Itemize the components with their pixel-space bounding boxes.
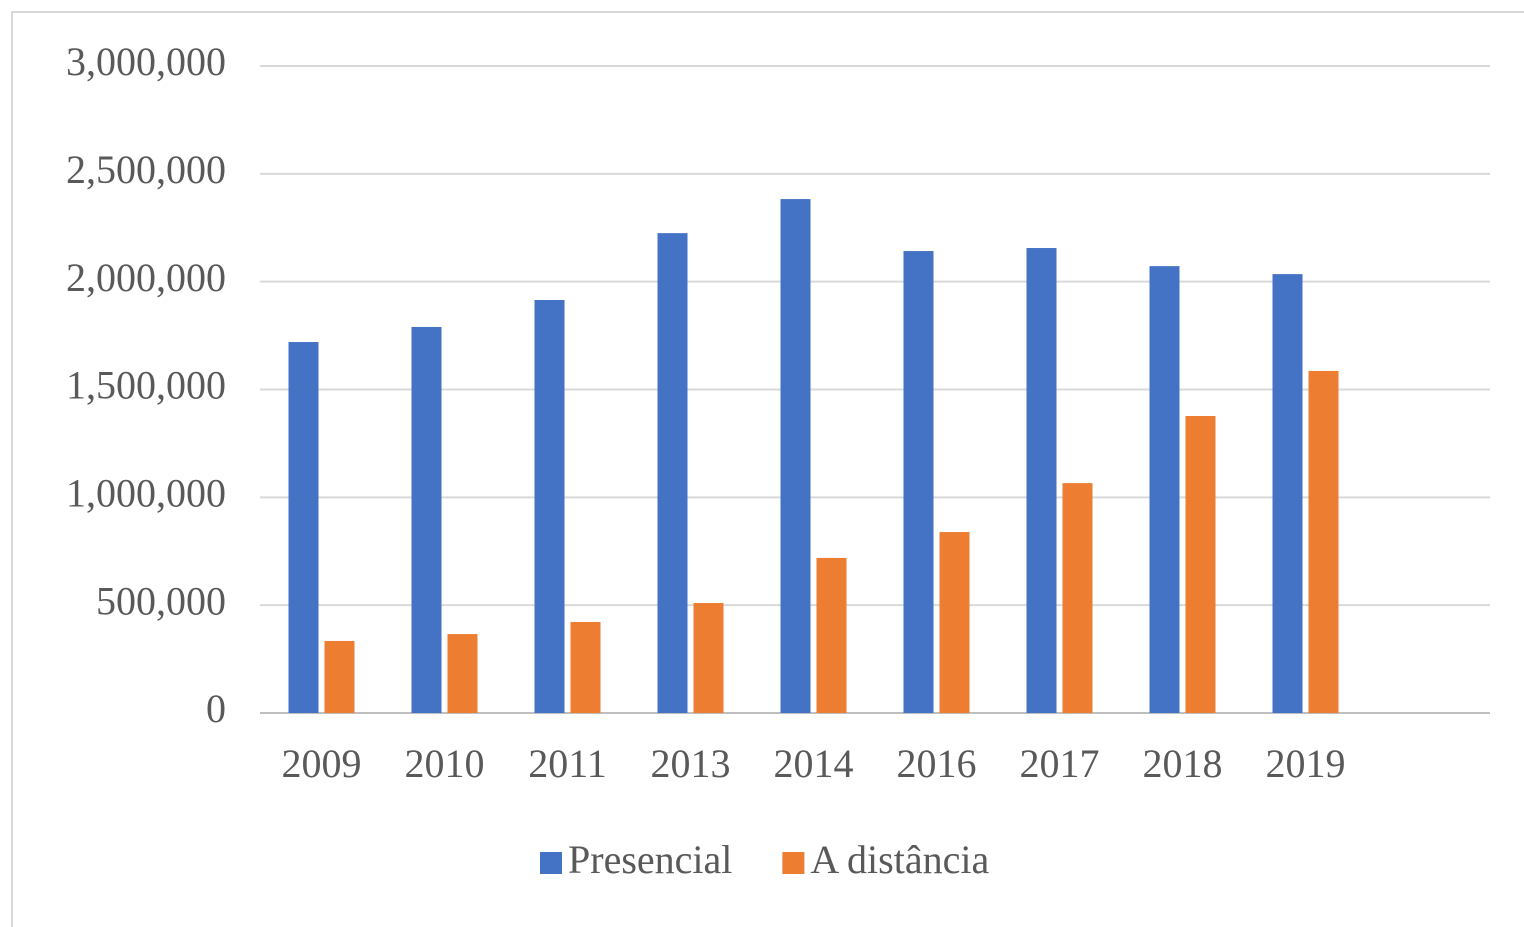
bar (657, 233, 688, 713)
bar (324, 640, 355, 713)
x-tick-label: 2013 (651, 741, 731, 786)
x-tick-label: 2018 (1143, 741, 1223, 786)
legend-label: A distância (810, 837, 989, 882)
bar (1149, 266, 1180, 713)
y-tick-label: 2,000,000 (66, 255, 226, 300)
bar (1308, 370, 1339, 713)
bar (411, 326, 442, 713)
x-tick-label: 2010 (405, 741, 485, 786)
y-tick-label: 500,000 (96, 578, 226, 623)
bar (693, 603, 724, 713)
y-tick-label: 1,500,000 (66, 363, 226, 408)
legend-swatch (782, 852, 805, 874)
legend-swatch (540, 852, 562, 874)
bar (1062, 483, 1093, 713)
y-tick-label: 2,500,000 (66, 147, 226, 192)
bar (1026, 248, 1057, 714)
y-tick-label: 0 (206, 686, 226, 731)
bar (780, 199, 811, 713)
bar (534, 299, 565, 713)
bar (288, 342, 319, 713)
y-tick-label: 3,000,000 (66, 39, 226, 84)
x-tick-label: 2016 (897, 741, 977, 786)
bar (1185, 416, 1216, 713)
bar (447, 634, 478, 713)
x-tick-label: 2019 (1266, 741, 1346, 786)
bar (1272, 274, 1303, 713)
bar (939, 532, 970, 713)
bar (816, 557, 847, 713)
bar (570, 621, 601, 713)
x-tick-label: 2017 (1020, 741, 1100, 786)
bar (903, 251, 934, 714)
x-tick-label: 2014 (774, 741, 854, 786)
chart-border (11, 11, 1524, 927)
x-tick-label: 2009 (282, 741, 362, 786)
y-tick-label: 1,000,000 (66, 471, 226, 516)
x-tick-label: 2011 (528, 741, 607, 786)
legend-label: Presencial (568, 837, 732, 882)
